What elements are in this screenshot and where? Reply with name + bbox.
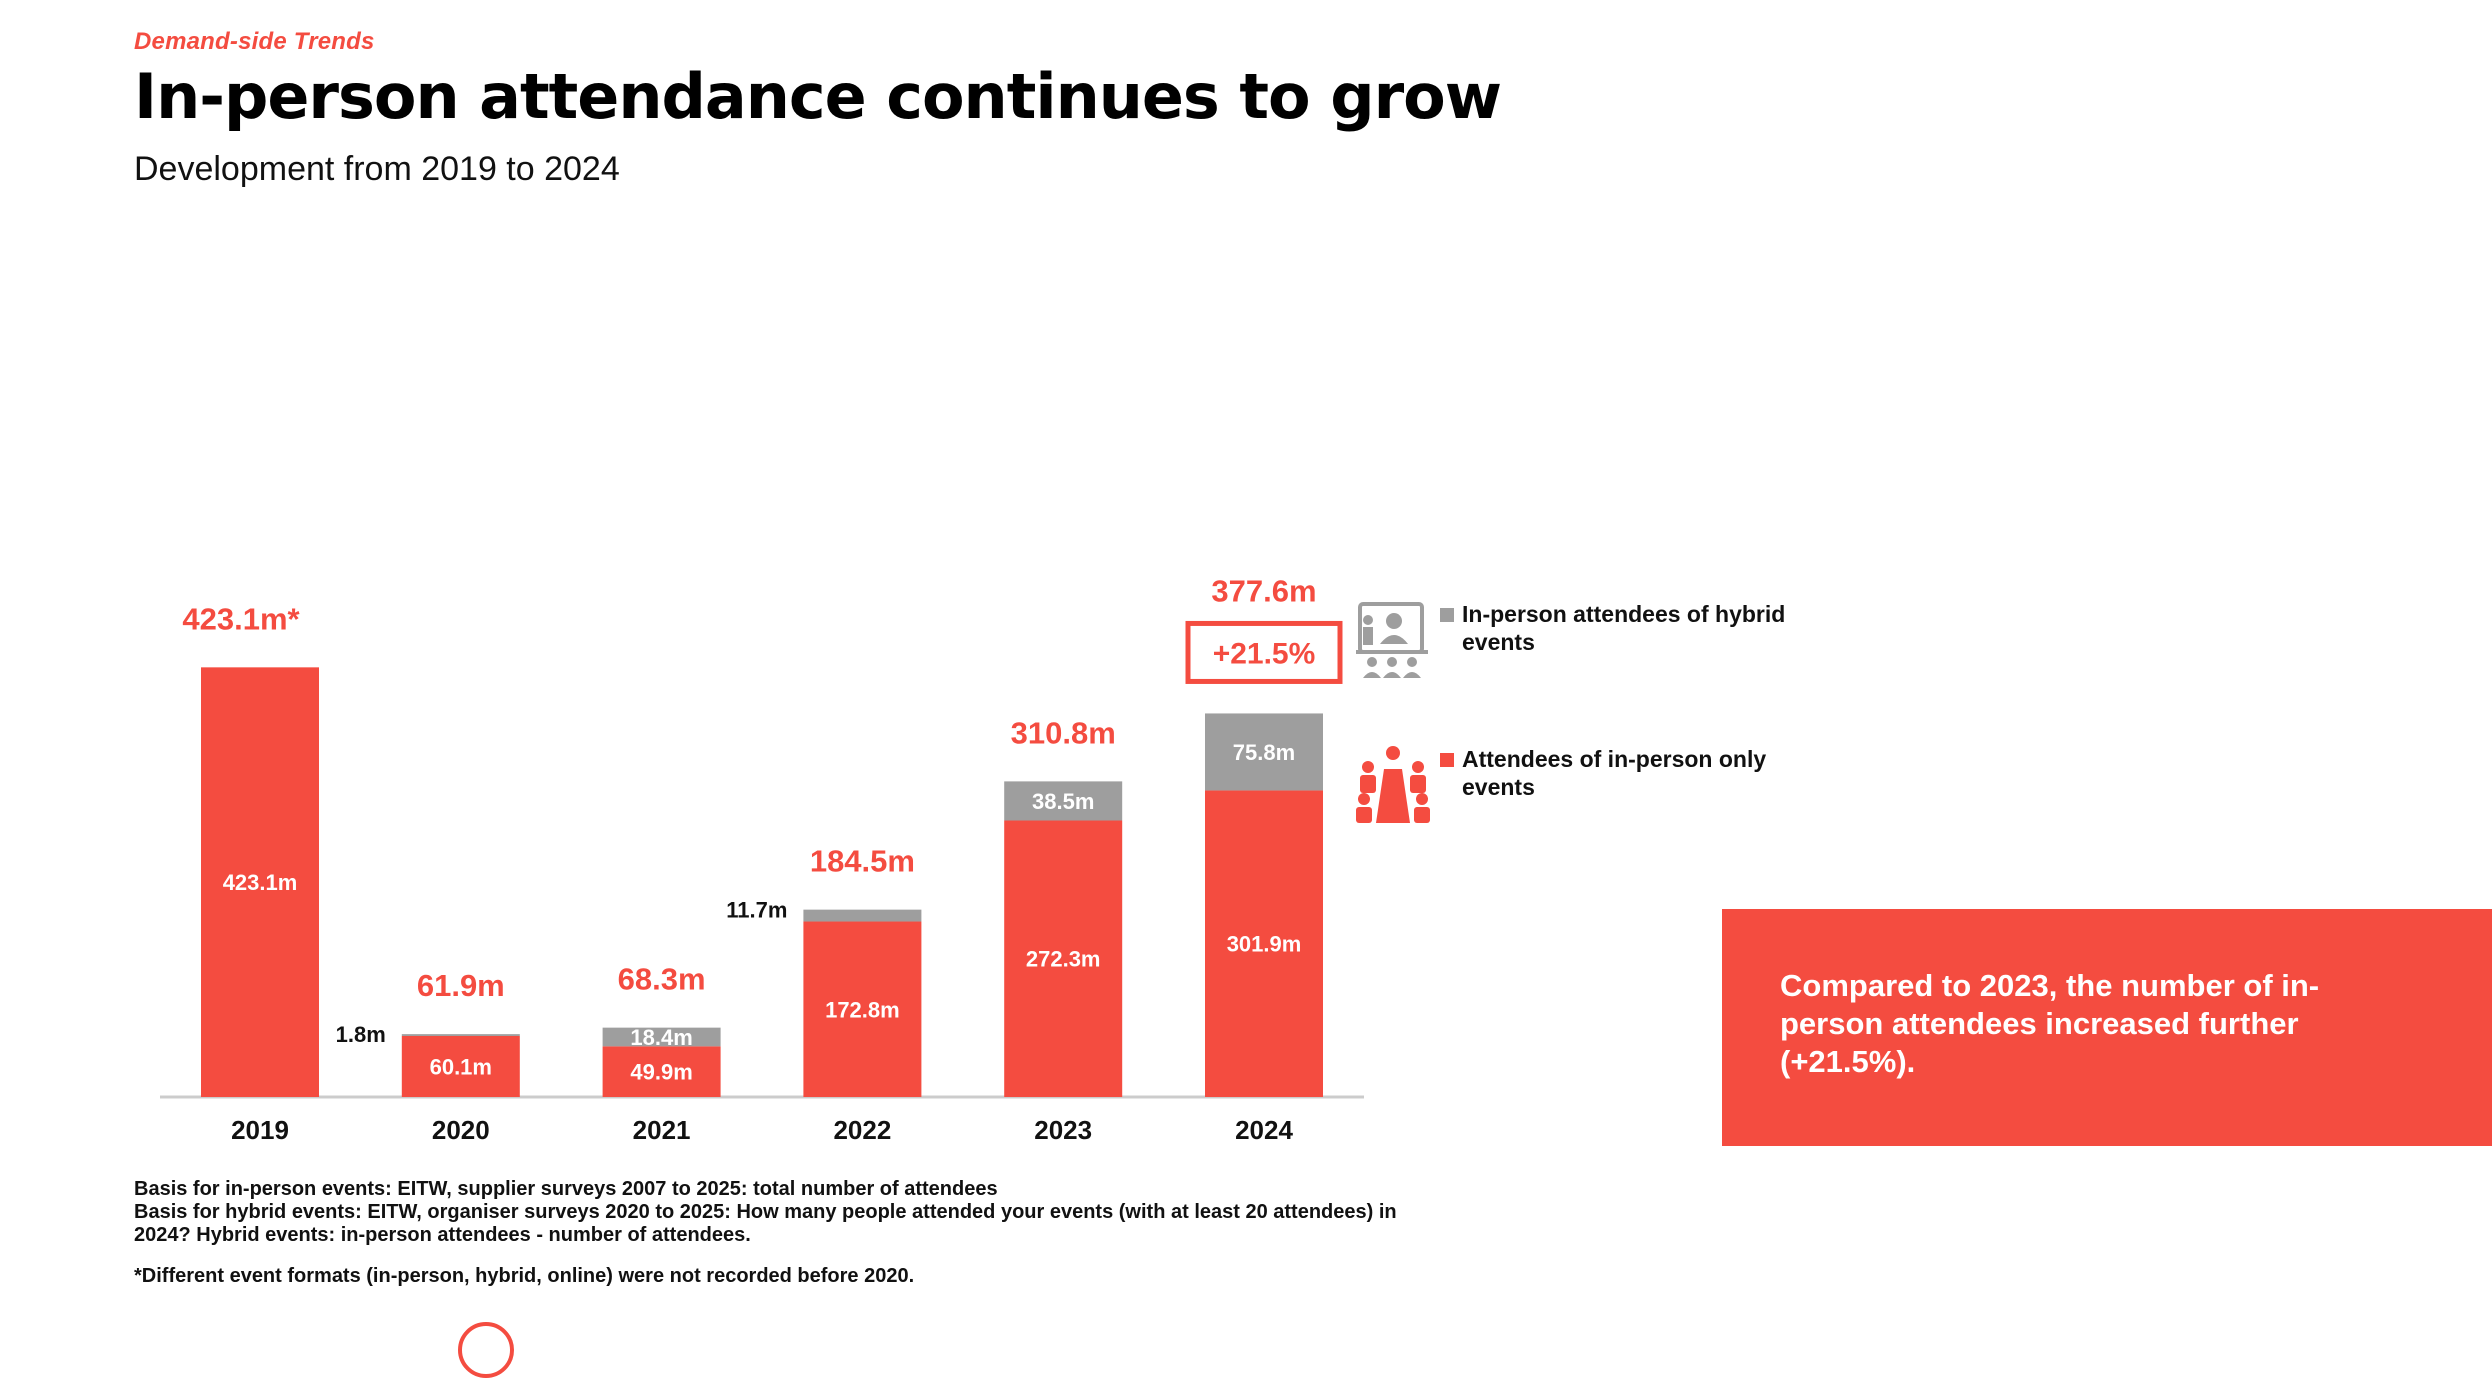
x-tick-label-2022: 2022 — [833, 1115, 891, 1145]
bar-label-hybrid-2020: 1.8m — [336, 1022, 386, 1047]
bar-label-hybrid-2022: 11.7m — [726, 898, 787, 923]
section-kicker: Demand-side Trends — [134, 28, 375, 55]
stacked-bar-chart: 423.1m 423.1m* 2019 60.1m 1.8m 61.9m 2020 49.9m… — [160, 573, 1364, 1145]
bar-inperson-2024 — [1205, 790, 1323, 1097]
bar-inperson-2021 — [602, 1046, 721, 1097]
footnote-hybrid-basis: Basis for hybrid events: EITW, organiser… — [134, 1201, 1397, 1246]
total-label-2020: 61.9m — [417, 968, 505, 1003]
callout-text: Compared to 2023, the number of in-perso… — [1780, 968, 2320, 1079]
bar-hybrid-2021 — [602, 1027, 721, 1047]
x-tick-label-2023: 2023 — [1034, 1115, 1092, 1145]
x-tick-label-2024: 2024 — [1235, 1115, 1293, 1145]
page-subtitle: Development from 2019 to 2024 — [134, 150, 620, 188]
footnotes: Basis for in-person events: EITW, suppli… — [134, 1178, 1434, 1288]
bar-label-inperson-2024: 301.9m — [1227, 932, 1302, 957]
growth-highlight-text: +21.5% — [1213, 637, 1316, 670]
bar-inperson-2019 — [201, 667, 319, 1097]
growth-highlight-box — [1185, 620, 1343, 684]
bar-label-inperson-2020: 60.1m — [430, 1054, 492, 1079]
x-tick-label-2021: 2021 — [633, 1115, 691, 1145]
total-label-2019: 423.1m* — [182, 601, 300, 636]
hybrid-event-icon — [1356, 602, 1428, 678]
total-label-2022: 184.5m — [810, 844, 915, 879]
bar-inperson-2022 — [803, 921, 922, 1097]
callout-box: Compared to 2023, the number of in-perso… — [1722, 909, 2492, 1146]
bar-hybrid-2020 — [401, 1034, 520, 1036]
bar-label-inperson-2023: 272.3m — [1026, 947, 1101, 972]
bar-hybrid-2024 — [1205, 713, 1323, 791]
legend-item-inperson: Attendees of in-person only events — [1354, 745, 1832, 825]
x-tick-label-2019: 2019 — [231, 1115, 289, 1145]
legend-item-hybrid: In-person attendees of hybrid events — [1354, 600, 1832, 680]
bar-label-hybrid-2024: 75.8m — [1233, 740, 1295, 765]
legend-swatch-hybrid — [1440, 608, 1454, 622]
x-tick-label-2020: 2020 — [432, 1115, 490, 1145]
legend-label-inperson: Attendees of in-person only events — [1462, 746, 1767, 800]
in-person-event-icon — [1356, 746, 1430, 823]
bar-label-hybrid-2023: 38.5m — [1032, 789, 1094, 814]
bar-inperson-2023 — [1004, 820, 1123, 1097]
footnote-asterisk: *Different event formats (in-person, hyb… — [134, 1265, 915, 1287]
bottom-circle-mark — [458, 1322, 514, 1378]
bar-inperson-2020 — [401, 1035, 520, 1097]
bar-label-inperson-2021: 49.9m — [630, 1060, 692, 1085]
bar-hybrid-2022 — [803, 909, 922, 922]
page-title: In-person attendance continues to grow — [134, 60, 1502, 133]
bar-label-hybrid-2021: 18.4m — [630, 1025, 692, 1050]
total-label-2021: 68.3m — [618, 962, 706, 997]
legend-label-hybrid: In-person attendees of hybrid events — [1462, 601, 1786, 655]
bar-hybrid-2023 — [1004, 781, 1123, 821]
bar-label-inperson-2022: 172.8m — [825, 997, 900, 1022]
total-label-2023: 310.8m — [1011, 715, 1116, 750]
footnote-inperson-basis: Basis for in-person events: EITW, suppli… — [134, 1178, 998, 1200]
bar-label-inperson-2019: 423.1m — [223, 870, 298, 895]
legend-swatch-inperson — [1440, 753, 1454, 767]
total-label-2024: 377.6m — [1211, 573, 1316, 608]
